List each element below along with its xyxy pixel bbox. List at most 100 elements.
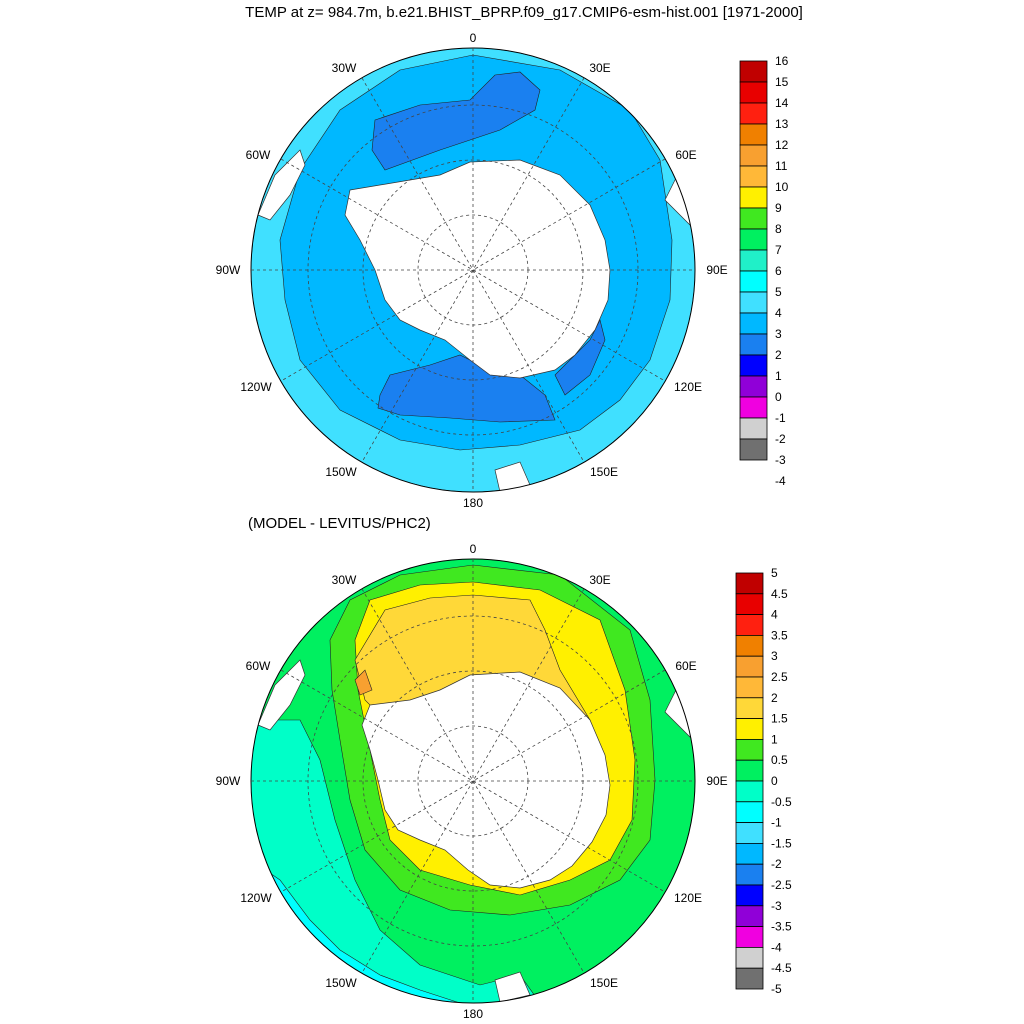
colorbar-top-swatch xyxy=(739,228,768,251)
colorbar-bottom-tick-label: 3.5 xyxy=(771,628,788,642)
top-graticule xyxy=(251,48,695,492)
colorbar-top-swatch xyxy=(739,123,768,146)
colorbar-bottom-swatch xyxy=(735,759,764,782)
colorbar-top-tick-label: 1 xyxy=(775,369,782,383)
map-bottom: 0 30W 30E 60W 60E 90W 90E 120W 120E 150W… xyxy=(216,542,728,1021)
colorbar-top-swatch xyxy=(739,354,768,377)
colorbar-bottom-tick-label: 4 xyxy=(771,608,778,622)
colorbar-top-swatch xyxy=(739,249,768,272)
colorbar-top-swatch xyxy=(739,60,768,83)
colorbar-bottom-tick-label: 4.5 xyxy=(771,587,788,601)
top-label-90w: 90W xyxy=(216,263,241,277)
bottom-label-30w: 30W xyxy=(332,573,357,587)
top-label-0: 0 xyxy=(470,31,477,45)
colorbar-bottom-tick-label: -3 xyxy=(771,899,782,913)
bottom-label-0: 0 xyxy=(470,542,477,556)
top-label-120w: 120W xyxy=(240,380,272,394)
colorbar-bottom-swatch xyxy=(735,843,764,865)
colorbar-top-tick-label: -1 xyxy=(775,411,786,425)
colorbar-bottom-tick-label: 2 xyxy=(771,691,778,705)
colorbar-bottom-swatch xyxy=(735,863,764,886)
colorbar-top-swatch xyxy=(739,102,768,125)
colorbar-top-tick-label: 14 xyxy=(775,96,789,110)
top-cold-patch-ross xyxy=(554,319,606,396)
top-label-180: 180 xyxy=(463,496,483,510)
colorbar-bottom-swatch xyxy=(735,884,764,907)
colorbar-bottom-swatch xyxy=(735,926,764,948)
colorbar-bottom-swatch xyxy=(735,614,764,636)
colorbar-bottom-swatch xyxy=(735,635,764,657)
colorbar-top-tick-label: -4 xyxy=(775,474,786,488)
panel2-title: (MODEL - LEVITUS/PHC2) xyxy=(248,515,431,532)
colorbar-top-tick-label: 12 xyxy=(775,138,789,152)
bottom-label-120w: 120W xyxy=(240,891,272,905)
bottom-graticule xyxy=(251,559,695,1003)
colorbar-top-tick-label: 16 xyxy=(775,54,789,68)
colorbar-bottom-swatch xyxy=(735,593,764,615)
bottom-orange-patch-a xyxy=(354,669,373,696)
bottom-label-60w: 60W xyxy=(246,659,271,673)
colorbar-bottom-tick-label: -2.5 xyxy=(771,878,792,892)
colorbar-bottom-swatch xyxy=(735,947,764,969)
colorbar-top-swatch xyxy=(739,333,768,356)
bottom-label-180: 180 xyxy=(463,1007,483,1021)
top-land-south-america xyxy=(257,149,306,221)
bottom-label-90e: 90E xyxy=(706,774,727,788)
top-label-150w: 150W xyxy=(325,465,357,479)
colorbar-bottom: 5 4.5 4 3.5 3 2.5 2 1.5 1 0.5 0 -0.5 -1 -1.5 -2 -2.5 -3 -… xyxy=(735,566,792,996)
top-label-150e: 150E xyxy=(590,465,618,479)
colorbar-bottom-tick-label: -4 xyxy=(771,940,782,954)
top-label-120e: 120E xyxy=(674,380,702,394)
colorbar-top-tick-label: 15 xyxy=(775,75,789,89)
colorbar-top-tick-label: 7 xyxy=(775,243,782,257)
colorbar-top-swatch xyxy=(739,438,768,461)
bottom-land-new-zealand xyxy=(494,971,531,1003)
bottom-label-150w: 150W xyxy=(325,976,357,990)
colorbar-bottom-swatch xyxy=(735,780,764,803)
colorbar-bottom-swatch xyxy=(735,572,764,595)
colorbar-top-tick-label: 8 xyxy=(775,222,782,236)
colorbar-top-swatch xyxy=(739,375,768,398)
colorbar-bottom-swatch xyxy=(735,697,764,719)
bottom-antarctica-land xyxy=(361,671,611,889)
colorbar-bottom-tick-label: 0.5 xyxy=(771,753,788,767)
colorbar-top-tick-label: 6 xyxy=(775,264,782,278)
colorbar-top-tick-label: 10 xyxy=(775,180,789,194)
bottom-cyan-region xyxy=(251,719,541,1003)
top-label-30e: 30E xyxy=(589,61,610,75)
bottom-label-60e: 60E xyxy=(675,659,696,673)
colorbar-bottom-swatch xyxy=(735,801,764,823)
map-top: 0 30W 30E 60W 60E 90W 90E 120W 120E 150W… xyxy=(216,31,728,510)
top-label-30w: 30W xyxy=(332,61,357,75)
colorbar-bottom-tick-label: -2 xyxy=(771,857,782,871)
colorbar-top-swatch xyxy=(739,417,768,440)
colorbar-top-tick-label: -3 xyxy=(775,453,786,467)
colorbar-top-swatch xyxy=(739,207,768,230)
colorbar-bottom-swatch xyxy=(735,676,764,699)
colorbar-bottom-tick-label: 5 xyxy=(771,566,778,580)
colorbar-top-swatch xyxy=(739,396,768,419)
colorbar-bottom-swatch xyxy=(735,822,764,844)
colorbar-top-swatch xyxy=(739,312,768,335)
top-label-60w: 60W xyxy=(246,148,271,162)
colorbar-top-tick-label: 4 xyxy=(775,306,782,320)
colorbar-bottom-tick-label: 1.5 xyxy=(771,712,788,726)
main-title: TEMP at z= 984.7m, b.e21.BHIST_BPRP.f09_… xyxy=(245,4,803,21)
colorbar-bottom-tick-label: 3 xyxy=(771,649,778,663)
colorbar-top-tick-label: 2 xyxy=(775,348,782,362)
bottom-label-30e: 30E xyxy=(589,573,610,587)
bottom-label-90w: 90W xyxy=(216,774,241,788)
colorbar-bottom-tick-label: -1 xyxy=(771,816,782,830)
top-antarctica-land xyxy=(344,159,611,379)
colorbar-bottom-swatch xyxy=(735,967,764,990)
colorbar-top-swatch xyxy=(739,81,768,104)
colorbar-bottom-swatch xyxy=(735,718,764,740)
colorbar-top-tick-label: 9 xyxy=(775,201,782,215)
colorbar-bottom-tick-label: -3.5 xyxy=(771,920,792,934)
colorbar-top-tick-label: -2 xyxy=(775,432,786,446)
colorbar-top-swatch xyxy=(739,270,768,293)
colorbar-top-swatch xyxy=(739,186,768,209)
top-cold-patch-atlantic xyxy=(371,71,541,171)
